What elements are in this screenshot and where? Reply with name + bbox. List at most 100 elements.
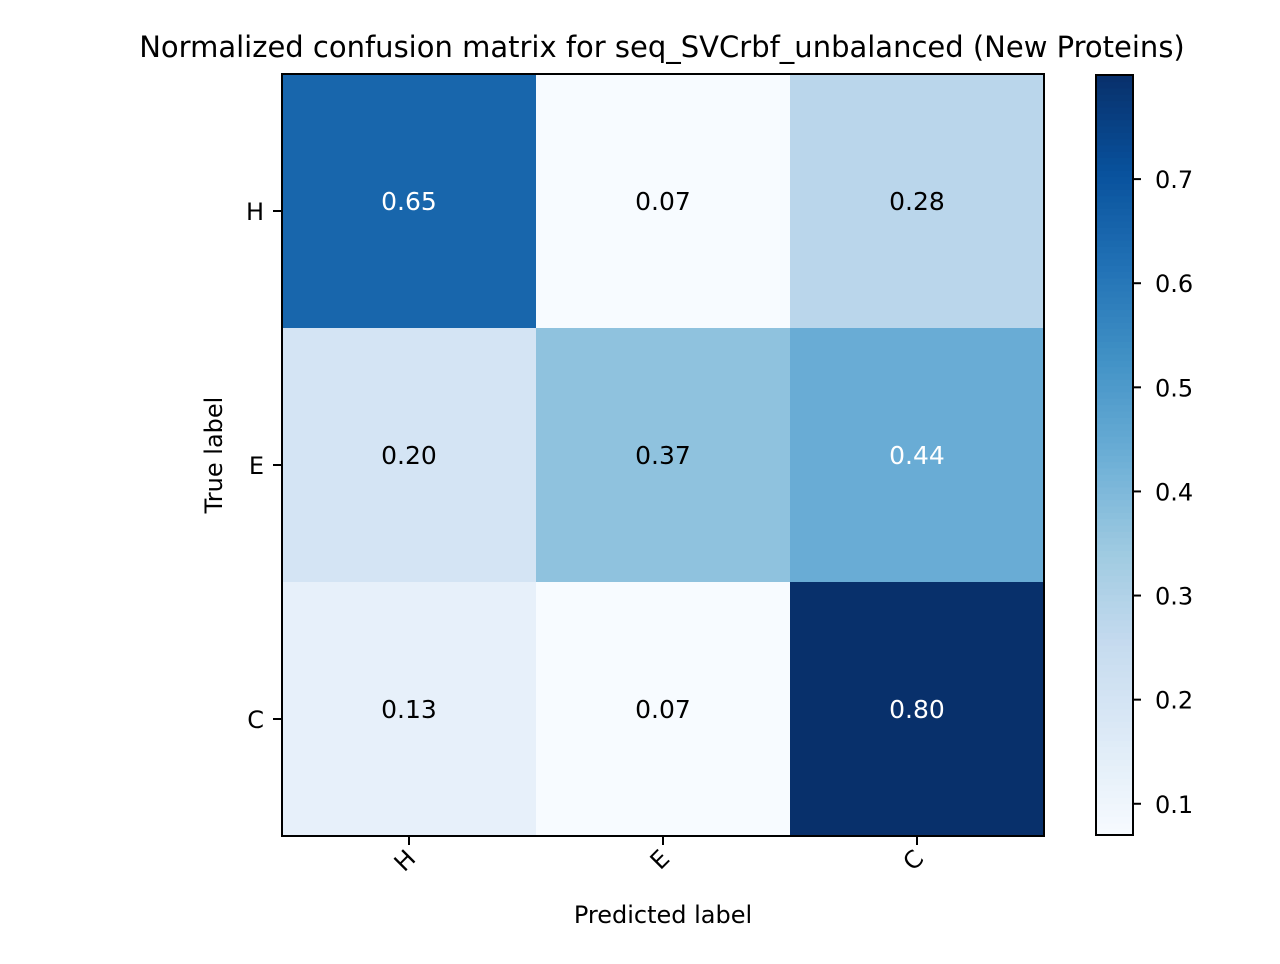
colorbar-gradient-segment — [1096, 683, 1133, 691]
colorbar-gradient-segment — [1096, 505, 1133, 513]
colorbar-gradient-segment — [1096, 714, 1133, 722]
colorbar-gradient-segment — [1096, 182, 1133, 190]
colorbar-gradient-segment — [1096, 258, 1133, 266]
y-tick-label: C — [247, 706, 264, 734]
colorbar-tick-label: 0.6 — [1155, 270, 1193, 298]
heatmap-cell — [536, 582, 791, 837]
heatmap-cell — [536, 74, 791, 329]
colorbar-gradient-segment — [1096, 809, 1133, 817]
y-axis-ticks: H E C — [246, 198, 282, 734]
y-tick-label: E — [249, 452, 264, 480]
colorbar-gradient-segment — [1096, 740, 1133, 748]
colorbar-gradient-segment — [1096, 600, 1133, 608]
colorbar-gradient-segment — [1096, 752, 1133, 760]
colorbar-gradient-segment — [1096, 334, 1133, 342]
colorbar-gradient-segment — [1096, 664, 1133, 672]
colorbar-gradient-segment — [1096, 467, 1133, 475]
colorbar-gradient-segment — [1096, 442, 1133, 450]
heatmap-cell — [282, 74, 537, 329]
colorbar-gradient-segment — [1096, 296, 1133, 304]
colorbar-gradient-segment — [1096, 588, 1133, 596]
colorbar-tick-label: 0.4 — [1155, 478, 1193, 506]
colorbar-gradient-segment — [1096, 138, 1133, 146]
colorbar-gradient-segment — [1096, 429, 1133, 437]
colorbar-gradient-segment — [1096, 423, 1133, 431]
colorbar-gradient-segment — [1096, 543, 1133, 551]
cell-value-label: 0.13 — [381, 695, 437, 724]
colorbar-gradient-segment — [1096, 106, 1133, 114]
colorbar-gradient-segment — [1096, 746, 1133, 754]
colorbar-gradient-segment — [1096, 594, 1133, 602]
colorbar-gradient-segment — [1096, 347, 1133, 355]
colorbar-gradient-segment — [1096, 689, 1133, 697]
colorbar-gradient-segment — [1096, 81, 1133, 89]
colorbar-gradient-segment — [1096, 702, 1133, 710]
colorbar-gradient-segment — [1096, 784, 1133, 792]
colorbar-gradient-segment — [1096, 626, 1133, 634]
colorbar-gradient-segment — [1096, 233, 1133, 241]
cell-value-label: 0.07 — [635, 695, 691, 724]
colorbar-gradient-segment — [1096, 366, 1133, 374]
colorbar-gradient-segment — [1096, 246, 1133, 254]
colorbar-gradient-segment — [1096, 315, 1133, 323]
colorbar-gradient-segment — [1096, 303, 1133, 311]
colorbar-gradient-segment — [1096, 524, 1133, 532]
colorbar-gradient-segment — [1096, 239, 1133, 247]
colorbar-gradient-segment — [1096, 176, 1133, 184]
x-axis-label: Predicted label — [574, 901, 752, 929]
colorbar-gradient-segment — [1096, 499, 1133, 507]
colorbar-gradient-segment — [1096, 797, 1133, 805]
colorbar-gradient-segment — [1096, 214, 1133, 222]
colorbar-gradient-segment — [1096, 803, 1133, 811]
colorbar-gradient-segment — [1096, 562, 1133, 570]
colorbar-gradient-segment — [1096, 328, 1133, 336]
colorbar-gradient-segment — [1096, 670, 1133, 678]
colorbar-gradient-segment — [1096, 265, 1133, 273]
cell-value-label: 0.44 — [889, 441, 945, 470]
cell-value-label: 0.20 — [381, 441, 437, 470]
colorbar-gradient-segment — [1096, 170, 1133, 178]
colorbar-gradient-segment — [1096, 94, 1133, 102]
colorbar-gradient-segment — [1096, 607, 1133, 615]
heatmap-cells — [282, 74, 1045, 837]
colorbar-gradient-segment — [1096, 119, 1133, 127]
colorbar-gradient-segment — [1096, 379, 1133, 387]
colorbar-gradient-segment — [1096, 144, 1133, 152]
colorbar-gradient-segment — [1096, 220, 1133, 228]
colorbar-gradient-segment — [1096, 480, 1133, 488]
colorbar-gradient-segment — [1096, 189, 1133, 197]
colorbar-gradient-segment — [1096, 613, 1133, 621]
colorbar-gradient-segment — [1096, 208, 1133, 216]
colorbar-gradient-segment — [1096, 651, 1133, 659]
colorbar-gradient-segment — [1096, 75, 1133, 83]
colorbar-gradient-segment — [1096, 474, 1133, 482]
colorbar-gradient-segment — [1096, 569, 1133, 577]
colorbar-gradient-segment — [1096, 417, 1133, 425]
colorbar-gradient-segment — [1096, 828, 1133, 836]
heatmap-cell — [536, 328, 791, 583]
colorbar-gradient-segment — [1096, 486, 1133, 494]
heatmap-cell — [790, 328, 1045, 583]
colorbar-tick-label: 0.2 — [1155, 687, 1193, 715]
colorbar-gradient-segment — [1096, 372, 1133, 380]
colorbar-gradient-segment — [1096, 645, 1133, 653]
colorbar-gradient-segment — [1096, 518, 1133, 526]
y-axis-label: True label — [200, 397, 228, 515]
heatmap-cell-labels: 0.65 0.07 0.28 0.20 0.37 0.44 0.13 0.07 0.80 — [381, 187, 945, 724]
cell-value-label: 0.80 — [889, 695, 945, 724]
chart-title: Normalized confusion matrix for seq_SVCr… — [139, 30, 1185, 64]
colorbar-gradient-segment — [1096, 385, 1133, 393]
colorbar-gradient-segment — [1096, 455, 1133, 463]
heatmap-cell — [790, 74, 1045, 329]
colorbar-gradient-segment — [1096, 619, 1133, 627]
colorbar: 0.1 0.2 0.3 0.4 0.5 0.6 0.7 — [1095, 74, 1193, 836]
colorbar-gradient-segment — [1096, 581, 1133, 589]
colorbar-gradient-segment — [1096, 398, 1133, 406]
colorbar-gradient-segment — [1096, 271, 1133, 279]
colorbar-gradient-segment — [1096, 448, 1133, 456]
cell-value-label: 0.28 — [889, 187, 945, 216]
heatmap-cell — [790, 582, 1045, 837]
colorbar-gradient-segment — [1096, 657, 1133, 665]
